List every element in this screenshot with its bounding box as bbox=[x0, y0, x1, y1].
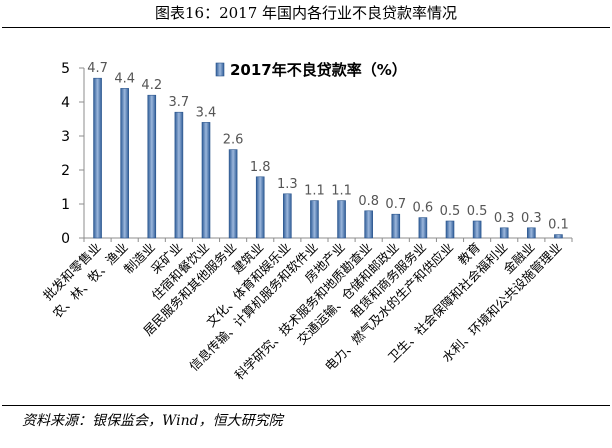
bar bbox=[283, 193, 292, 239]
bar bbox=[147, 94, 157, 239]
bar bbox=[364, 210, 373, 239]
legend-label: 2017年不良贷款率（%） bbox=[230, 61, 407, 79]
data-label: 1.1 bbox=[304, 184, 325, 199]
bar bbox=[255, 176, 265, 239]
data-label: 1.1 bbox=[331, 184, 352, 199]
data-label: 4.2 bbox=[141, 78, 162, 93]
y-tick-label: 5 bbox=[61, 61, 70, 77]
bar bbox=[120, 88, 129, 239]
bar bbox=[391, 213, 401, 239]
bar bbox=[418, 217, 428, 239]
bar bbox=[310, 200, 319, 239]
data-label: 0.5 bbox=[467, 204, 488, 219]
data-label: 2.6 bbox=[223, 133, 244, 148]
y-tick-label: 0 bbox=[61, 231, 70, 247]
data-label: 3.4 bbox=[196, 105, 217, 120]
bar bbox=[93, 77, 102, 239]
figure-title: 图表16：2017 年国内各行业不良贷款率情况 bbox=[154, 4, 458, 22]
data-label: 0.3 bbox=[521, 211, 542, 226]
data-label: 0.5 bbox=[440, 204, 461, 219]
top-rule bbox=[2, 27, 610, 28]
data-label: 0.3 bbox=[494, 211, 515, 226]
bar bbox=[174, 111, 184, 239]
y-tick-label: 2 bbox=[61, 163, 70, 179]
bar bbox=[499, 227, 509, 239]
legend-swatch bbox=[215, 62, 225, 77]
data-label: 3.7 bbox=[169, 95, 190, 110]
data-label: 4.7 bbox=[87, 61, 108, 76]
data-label: 0.1 bbox=[548, 218, 569, 233]
bar bbox=[527, 227, 536, 239]
bar bbox=[201, 122, 211, 239]
y-tick-label: 1 bbox=[61, 197, 70, 213]
bar bbox=[337, 200, 346, 239]
bar bbox=[554, 234, 563, 239]
data-label: 1.3 bbox=[277, 177, 298, 192]
source-note: 资料来源：银保监会，Wind，恒大研究院 bbox=[22, 413, 283, 429]
bar bbox=[445, 220, 455, 239]
data-label: 0.6 bbox=[413, 201, 434, 216]
y-tick-label: 3 bbox=[61, 129, 70, 145]
data-label: 0.7 bbox=[385, 197, 406, 212]
bar bbox=[472, 220, 482, 239]
bottom-rule bbox=[2, 405, 610, 406]
data-label: 0.8 bbox=[358, 194, 379, 209]
bar bbox=[228, 149, 238, 239]
data-label: 1.8 bbox=[250, 160, 271, 175]
y-tick-label: 4 bbox=[61, 95, 70, 111]
data-label: 4.4 bbox=[114, 71, 135, 86]
